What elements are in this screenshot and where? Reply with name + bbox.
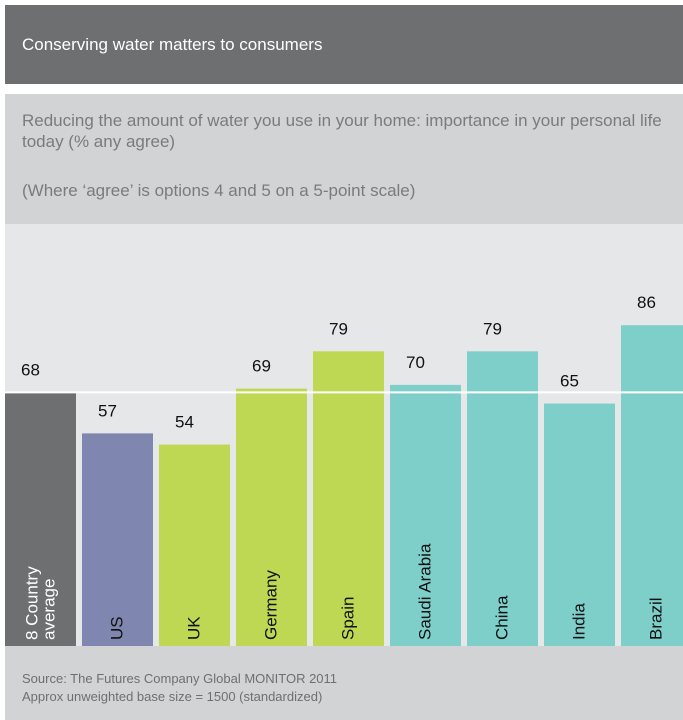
value-label-germany: 69 <box>252 357 271 376</box>
bar-china <box>467 351 538 646</box>
chart-subtitle: Reducing the amount of water you use in … <box>22 111 662 151</box>
value-label-uk: 54 <box>175 413 194 432</box>
category-label-uk: UK <box>185 616 204 640</box>
bar-uk <box>159 444 230 646</box>
category-label-saudi-arabia: Saudi Arabia <box>416 543 435 640</box>
category-label-line: US <box>108 616 127 640</box>
category-label-line: China <box>493 595 512 640</box>
value-label-india: 65 <box>560 372 579 391</box>
category-label-china: China <box>493 595 512 640</box>
bar-us <box>82 433 153 646</box>
category-label-line: Spain <box>339 597 358 640</box>
value-label-china: 79 <box>483 319 502 338</box>
category-label-germany: Germany <box>262 570 281 640</box>
header-banner: Conserving water matters to consumers <box>5 5 683 84</box>
category-label-line: 8 Country <box>23 566 42 640</box>
bar-spain <box>313 351 384 646</box>
base-size-text: Approx unweighted base size = 1500 (stan… <box>22 689 323 704</box>
category-label-line: Brazil <box>647 597 666 640</box>
value-label-us: 57 <box>98 401 117 420</box>
subtitle-panel: Reducing the amount of water you use in … <box>5 94 683 224</box>
category-label-us: US <box>108 616 127 640</box>
header-title: Conserving water matters to consumers <box>22 35 323 54</box>
category-label-line: India <box>570 603 589 640</box>
bar-brazil <box>621 325 683 646</box>
bar-saudi-arabia <box>390 384 461 646</box>
category-label-spain: Spain <box>339 597 358 640</box>
value-label-8-country-average: 68 <box>21 360 40 379</box>
category-label-india: India <box>570 603 589 640</box>
category-label-line: UK <box>185 616 204 640</box>
bar-8-country-average <box>5 392 76 646</box>
category-label-brazil: Brazil <box>647 597 666 640</box>
chart-panel: 68 8 Country average 57 US 54 UK 69 Germany 79 Spa… <box>5 224 683 646</box>
footer: Source: The Futures Company Global MONIT… <box>5 646 683 720</box>
chart-note: (Where ‘agree’ is options 4 and 5 on a 5… <box>22 181 416 200</box>
category-label-line: Germany <box>262 570 281 640</box>
value-label-spain: 79 <box>329 319 348 338</box>
source-text: Source: The Futures Company Global MONIT… <box>22 671 338 686</box>
category-label-line: Saudi Arabia <box>416 543 435 640</box>
value-label-saudi-arabia: 70 <box>406 353 425 372</box>
category-label-line: average <box>40 579 59 640</box>
value-label-brazil: 86 <box>637 293 656 312</box>
bar-india <box>544 403 615 646</box>
bar-germany <box>236 388 307 646</box>
